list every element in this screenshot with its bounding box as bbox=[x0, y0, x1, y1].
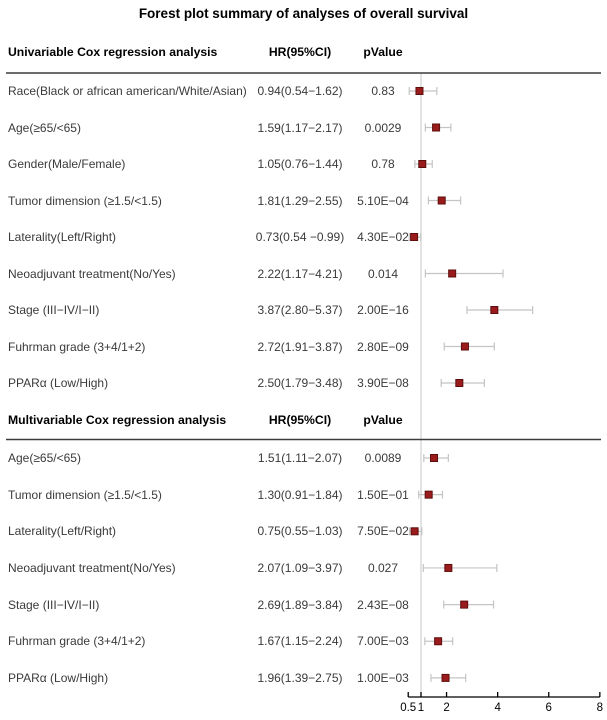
p-value: 4.30E−02 bbox=[357, 230, 409, 244]
axis-tick-label: 2 bbox=[443, 702, 449, 714]
hr-marker bbox=[455, 379, 464, 387]
hr-ci-value: 2.07(1.09−3.97) bbox=[257, 560, 343, 575]
hr-marker bbox=[437, 196, 446, 205]
figure-title: Forest plot summary of analyses of overa… bbox=[138, 6, 469, 21]
variable-label: Age(≥65/<65) bbox=[8, 451, 81, 465]
hr-ci-value: 2.69(1.89−3.84) bbox=[257, 597, 343, 612]
hr-marker bbox=[460, 342, 469, 351]
table-row: Age(≥65/<65) 1.59(1.17−2.17) 0.0029 bbox=[0, 118, 607, 138]
p-value: 0.0029 bbox=[364, 120, 402, 135]
hr-marker bbox=[430, 454, 439, 462]
hr-marker bbox=[432, 123, 441, 132]
table-row: Stage (III−IV/I−II) 3.87(2.80−5.37) 2.00… bbox=[0, 300, 607, 320]
hr-column-header: HR(95%CI) bbox=[268, 413, 332, 427]
variable-label: Stage (III−IV/I−II) bbox=[8, 303, 100, 317]
hr-ci-value: 0.94(0.54−1.62) bbox=[257, 84, 343, 98]
hr-column-header: HR(95%CI) bbox=[268, 45, 332, 59]
pvalue-column-header: pValue bbox=[363, 45, 403, 59]
variable-label: Tumor dimension (≥1.5/<1.5) bbox=[8, 193, 162, 208]
table-row: Race(Black or african american/White/Asi… bbox=[0, 81, 607, 101]
p-value: 2.80E−09 bbox=[357, 339, 409, 354]
variable-label: PPARα (Low/High) bbox=[8, 670, 109, 685]
variable-label: Age(≥65/<65) bbox=[8, 120, 81, 135]
p-value: 1.50E−01 bbox=[357, 487, 409, 502]
p-value: 0.83 bbox=[371, 84, 395, 98]
section-header-univariable: Univariable Cox regression analysis HR(9… bbox=[0, 42, 607, 62]
hr-ci-value: 1.51(1.11−2.07) bbox=[257, 451, 343, 465]
section-title: Univariable Cox regression analysis bbox=[8, 45, 218, 59]
axis-tick-label: 1 bbox=[418, 702, 424, 714]
hr-ci-value: 1.05(0.76−1.44) bbox=[257, 157, 343, 171]
hr-ci-value: 3.87(2.80−5.37) bbox=[257, 303, 343, 317]
hr-marker bbox=[410, 233, 419, 241]
section-header-multivariable: Multivariable Cox regression analysis HR… bbox=[0, 410, 607, 430]
hr-marker bbox=[424, 490, 433, 499]
hr-marker bbox=[434, 637, 443, 646]
p-value: 0.78 bbox=[371, 157, 395, 171]
axis-tick-label: 4 bbox=[494, 702, 501, 714]
variable-label: Stage (III−IV/I−II) bbox=[8, 597, 100, 612]
section-title: Multivariable Cox regression analysis bbox=[8, 413, 227, 427]
variable-label: Neoadjuvant treatment(No/Yes) bbox=[8, 266, 176, 281]
hr-marker bbox=[460, 600, 469, 609]
hr-ci-value: 2.22(1.17−4.21) bbox=[257, 266, 343, 281]
hr-ci-value: 1.67(1.15−2.24) bbox=[257, 634, 343, 649]
hr-marker bbox=[448, 269, 457, 278]
axis-tick-label: 6 bbox=[546, 702, 552, 714]
hr-marker bbox=[441, 673, 450, 682]
p-value: 0.027 bbox=[367, 560, 399, 575]
p-value: 5.10E−04 bbox=[357, 193, 409, 208]
hr-ci-value: 0.75(0.55−1.03) bbox=[257, 524, 343, 539]
hr-marker bbox=[444, 563, 453, 572]
hr-marker bbox=[418, 160, 427, 168]
p-value: 7.50E−02 bbox=[357, 524, 409, 539]
table-row: Tumor dimension (≥1.5/<1.5) 1.81(1.29−2.… bbox=[0, 191, 607, 211]
p-value: 1.00E−03 bbox=[357, 670, 409, 685]
variable-label: Laterality(Left/Right) bbox=[8, 524, 117, 539]
variable-label: Fuhrman grade (3+4/1+2) bbox=[8, 339, 146, 354]
axis-tick-label: 0.5 bbox=[400, 702, 416, 714]
hr-ci-value: 1.81(1.29−2.55) bbox=[257, 193, 343, 208]
p-value: 7.00E−03 bbox=[357, 634, 409, 649]
hr-ci-value: 2.72(1.91−3.87) bbox=[257, 339, 343, 354]
table-row: Tumor dimension (≥1.5/<1.5) 1.30(0.91−1.… bbox=[0, 485, 607, 505]
hr-ci-value: 0.73(0.54 −0.99) bbox=[255, 230, 345, 244]
pvalue-column-header: pValue bbox=[363, 413, 403, 427]
table-row: PPARα (Low/High) 1.96(1.39−2.75) 1.00E−0… bbox=[0, 668, 607, 688]
p-value: 3.90E−08 bbox=[357, 376, 409, 390]
variable-label: Neoadjuvant treatment(No/Yes) bbox=[8, 560, 176, 575]
variable-label: Race(Black or african american/White/Asi… bbox=[8, 84, 247, 98]
variable-label: Laterality(Left/Right) bbox=[8, 230, 117, 244]
p-value: 0.0089 bbox=[364, 451, 402, 465]
axis-tick-label: 8 bbox=[597, 702, 603, 714]
variable-label: Gender(Male/Female) bbox=[8, 157, 126, 171]
table-row: Fuhrman grade (3+4/1+2) 2.72(1.91−3.87) … bbox=[0, 337, 607, 357]
table-row: Fuhrman grade (3+4/1+2) 1.67(1.15−2.24) … bbox=[0, 631, 607, 651]
table-row: Stage (III−IV/I−II) 2.69(1.89−3.84) 2.43… bbox=[0, 595, 607, 615]
hr-ci-value: 2.50(1.79−3.48) bbox=[257, 376, 343, 390]
table-row: Laterality(Left/Right) 0.75(0.55−1.03) 7… bbox=[0, 521, 607, 541]
table-row: Neoadjuvant treatment(No/Yes) 2.22(1.17−… bbox=[0, 264, 607, 284]
hr-ci-value: 1.30(0.91−1.84) bbox=[257, 487, 343, 502]
variable-label: PPARα (Low/High) bbox=[8, 376, 109, 390]
table-row: Neoadjuvant treatment(No/Yes) 2.07(1.09−… bbox=[0, 558, 607, 578]
hr-marker bbox=[415, 87, 424, 95]
hr-ci-value: 1.96(1.39−2.75) bbox=[257, 670, 343, 685]
table-row: Gender(Male/Female) 1.05(0.76−1.44) 0.78 bbox=[0, 154, 607, 174]
p-value: 2.43E−08 bbox=[357, 597, 409, 612]
hr-marker bbox=[410, 527, 419, 536]
table-row: PPARα (Low/High) 2.50(1.79−3.48) 3.90E−0… bbox=[0, 373, 607, 393]
table-row: Age(≥65/<65) 1.51(1.11−2.07) 0.0089 bbox=[0, 448, 607, 468]
hr-marker bbox=[490, 306, 499, 314]
p-value: 0.014 bbox=[367, 266, 399, 281]
p-value: 2.00E−16 bbox=[357, 303, 409, 317]
variable-label: Tumor dimension (≥1.5/<1.5) bbox=[8, 487, 162, 502]
table-row: Laterality(Left/Right) 0.73(0.54 −0.99) … bbox=[0, 227, 607, 247]
hr-ci-value: 1.59(1.17−2.17) bbox=[257, 120, 343, 135]
variable-label: Fuhrman grade (3+4/1+2) bbox=[8, 634, 146, 649]
